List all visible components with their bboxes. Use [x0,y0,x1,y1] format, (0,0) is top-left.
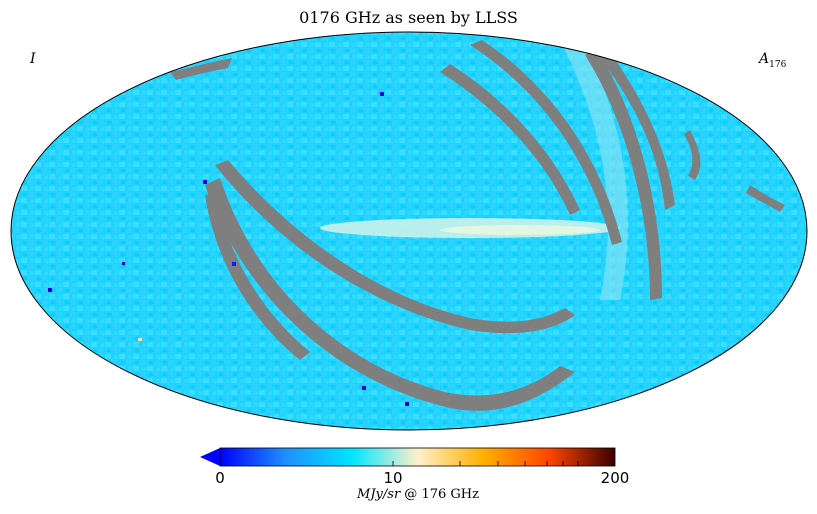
coverage-gaps [170,40,785,411]
colorbar-tick-max: 200 [600,469,630,487]
gap-band-4 [440,64,580,215]
map-id-label: A176 [759,51,786,70]
speck-3 [122,262,125,265]
speck-2 [48,288,52,292]
map-id-sub: 176 [769,59,787,70]
colorbar-gradient [219,447,616,467]
colorbar-ticks [392,461,579,466]
colorbar-unit-rest: @ 176 GHz [400,487,479,502]
map-title: 0176 GHz as seen by LLSS [299,8,518,27]
speck-6 [405,402,409,406]
colorbar-unit-label: MJy/sr @ 176 GHz [357,487,479,502]
gap-band-5 [470,40,622,245]
speck-8 [138,338,142,341]
gap-band-1 [205,178,575,411]
colorbar-unit-main: MJy/sr [357,487,401,502]
colorbar [200,447,616,467]
gap-band-7 [600,55,675,210]
gap-band-8 [170,58,232,80]
bright-speck-set [48,92,409,406]
map-id-main: A [759,51,770,67]
colorbar-tick-min: 0 [215,469,225,487]
speck-5 [362,386,366,390]
gap-band-10 [746,185,785,212]
speck-7 [203,180,207,184]
gap-band-6 [585,50,662,300]
colorbar-tick-mid: 10 [383,469,403,487]
pale-streak-core [440,225,600,235]
colorbar-extend-arrow [200,448,220,466]
speck-4 [232,262,236,266]
map-field [11,32,807,430]
stokes-label: I [30,51,36,67]
gap-band-2 [215,160,575,334]
map-outline [10,31,808,431]
gap-band-9 [684,130,701,180]
gap-band-3 [205,195,310,360]
sky-map [10,31,808,431]
speck-1 [380,92,384,96]
